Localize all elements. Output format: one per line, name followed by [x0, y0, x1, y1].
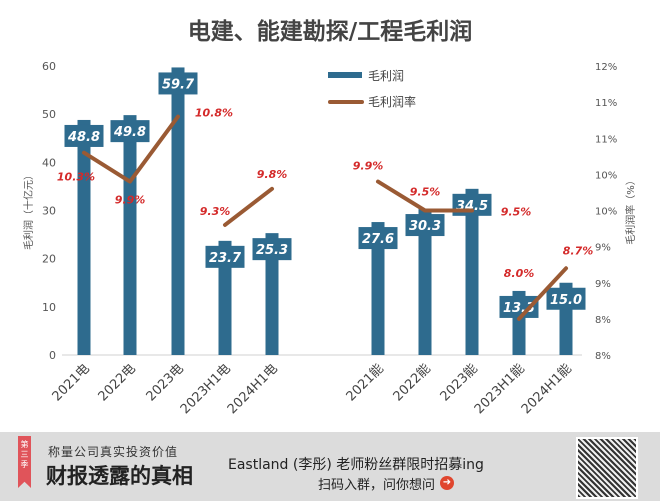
bar: [371, 222, 385, 355]
margin-line: [517, 266, 568, 321]
y2-tick-label: 10%: [595, 170, 617, 181]
bar-data-label: 30.3: [409, 219, 441, 234]
bar-label-box: [252, 238, 292, 261]
y2-tick-label: 9%: [595, 243, 611, 254]
y-tick-label: 50: [42, 108, 56, 121]
bar: [418, 209, 432, 355]
banner-cta[interactable]: 扫码入群，问你想问: [318, 478, 436, 493]
bar: [123, 115, 137, 355]
y-tick-label: 30: [42, 205, 56, 218]
bar-data-label: 15.0: [550, 293, 582, 308]
y2-tick-label: 11%: [595, 134, 617, 145]
y-axis-title: 毛利润（十亿元）: [22, 170, 35, 250]
bar-label-box: [546, 287, 586, 310]
bar-data-label: 25.3: [256, 243, 288, 258]
bar-label-box: [205, 245, 245, 268]
x-tick-label: 2023电: [144, 361, 187, 404]
y-tick-label: 20: [42, 253, 56, 266]
bar-data-label: 48.8: [67, 130, 100, 145]
legend-label: 毛利润率: [368, 94, 416, 109]
bar-data-label: 23.7: [209, 251, 242, 266]
bar-data-label: 49.8: [113, 125, 146, 140]
x-tick-label: 2022电: [96, 361, 139, 404]
banner-brand: 财报透露的真相: [46, 463, 193, 488]
y-tick-label: 0: [49, 349, 56, 362]
bar: [171, 67, 185, 355]
y2-tick-label: 12%: [595, 62, 617, 73]
line-data-label: 10.8%: [195, 107, 233, 120]
ad-banner[interactable]: [0, 432, 660, 501]
qr-code: [576, 437, 638, 499]
y-tick-label: 60: [42, 60, 56, 73]
x-tick-label: 2022能: [391, 361, 434, 404]
x-tick-label: 2023能: [438, 361, 481, 404]
line-data-label: 9.5%: [501, 206, 532, 219]
y-tick-label: 40: [42, 156, 56, 169]
y2-tick-label: 8%: [595, 315, 611, 326]
bar-data-label: 27.6: [362, 232, 394, 247]
x-tick-label: 2023H1能: [472, 361, 528, 417]
chart: 0 10 20 30 40 50 60 8% 8% 9% 9% 10% 10% 11% 11% 12% 毛利润（…: [22, 60, 637, 417]
y2-tick-label: 10%: [595, 207, 617, 218]
line-data-label: 9.5%: [410, 186, 441, 199]
y2-axis-title: 毛利润率（%）: [624, 175, 637, 245]
x-tick-label: 2021电: [50, 361, 93, 404]
arrow-right-icon[interactable]: ➜: [440, 476, 454, 490]
bar-label-box: [405, 214, 445, 237]
season-ribbon: 第三季: [18, 436, 31, 488]
bar: [465, 188, 479, 355]
y2-tick-label: 11%: [595, 98, 617, 109]
bar-label-box: [64, 124, 104, 147]
banner-promo: Eastland (李彤) 老师粉丝群限时招募ing: [228, 457, 484, 473]
line-data-label: 10.3%: [57, 171, 95, 184]
x-tick-label: 2024H1电: [225, 361, 281, 417]
legend-label: 毛利润: [368, 69, 404, 83]
margin-line: [376, 179, 474, 213]
line-data-label: 9.8%: [257, 168, 288, 181]
line-data-label: 8.7%: [563, 244, 594, 257]
margin-line: [223, 186, 274, 227]
line-data-label: 9.9%: [353, 160, 384, 173]
y2-tick-label: 8%: [595, 351, 611, 362]
line-data-label: 8.0%: [504, 267, 535, 280]
bar: [265, 233, 279, 355]
chart-title: 电建、能建勘探/工程毛利润: [187, 19, 473, 45]
bar: [77, 119, 91, 356]
bar-data-label: 59.7: [162, 77, 195, 92]
banner-slogan: 称量公司真实投资价值: [48, 445, 179, 459]
x-tick-label: 2023H1电: [178, 361, 234, 417]
bar: [218, 240, 232, 355]
bar-label-box: [110, 120, 150, 143]
x-tick-label: 2021能: [344, 361, 387, 404]
bar-label-box: [158, 72, 198, 95]
legend-bar-swatch: [328, 72, 362, 78]
line-data-label: 9.9%: [115, 194, 146, 207]
x-tick-label: 2024H1能: [519, 361, 575, 417]
y2-tick-label: 9%: [595, 279, 611, 290]
bar-label-box: [499, 295, 539, 318]
line-data-label: 9.3%: [200, 205, 231, 218]
margin-line: [82, 114, 180, 184]
y-tick-label: 10: [42, 301, 56, 314]
bar-label-box: [358, 227, 398, 250]
